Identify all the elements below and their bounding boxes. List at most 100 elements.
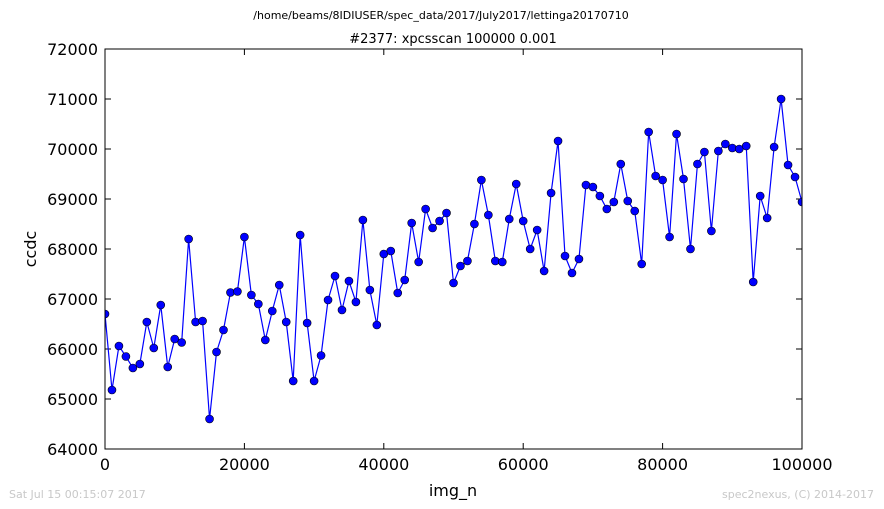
data-point [546, 188, 556, 198]
y-tick-label: 67000 [47, 290, 98, 309]
data-point [302, 318, 312, 328]
data-point [163, 362, 173, 372]
data-point [762, 213, 772, 223]
data-point [274, 280, 284, 290]
data-point [741, 141, 751, 151]
data-point [107, 385, 117, 395]
x-tick-label: 80000 [637, 455, 688, 474]
data-point [714, 146, 723, 156]
plot-series [105, 94, 802, 424]
data-point [407, 218, 416, 228]
data-point [295, 230, 305, 240]
data-point [358, 215, 368, 225]
data-point [700, 147, 709, 157]
y-tick-label: 65000 [47, 390, 98, 409]
data-point [560, 251, 570, 261]
data-point [644, 127, 653, 137]
data-point [456, 261, 465, 271]
data-point [679, 174, 688, 184]
data-point [372, 320, 382, 330]
x-tick-label: 100000 [771, 455, 832, 474]
data-point [414, 257, 423, 267]
data-point [539, 266, 549, 276]
y-tick-label: 72000 [47, 40, 98, 59]
data-point [316, 351, 326, 360]
data-point [156, 300, 166, 310]
data-point [616, 159, 626, 169]
y-tick-label: 64000 [47, 440, 98, 459]
axis-ticks [104, 48, 803, 450]
data-point [553, 136, 563, 146]
data-point [344, 276, 354, 286]
data-point [288, 376, 298, 386]
data-point [400, 275, 410, 285]
y-tick-label: 70000 [47, 140, 98, 159]
data-point [721, 139, 730, 149]
data-point [484, 210, 493, 220]
data-point [184, 234, 193, 244]
x-tick-label: 60000 [498, 455, 549, 474]
data-point [504, 214, 514, 224]
data-point [337, 305, 347, 315]
data-point [393, 288, 403, 298]
data-point [623, 196, 633, 206]
y-tick-label: 66000 [47, 340, 98, 359]
data-point [797, 197, 802, 207]
data-point [518, 216, 528, 226]
data-point [386, 246, 396, 256]
data-point [769, 142, 779, 152]
data-point [658, 175, 667, 185]
data-point [170, 334, 179, 344]
data-point [783, 160, 793, 170]
data-point [651, 171, 660, 181]
data-point [267, 306, 277, 316]
y-tick-label: 68000 [47, 240, 98, 259]
data-point [142, 317, 152, 327]
chart-title: #2377: xpcsscan 100000 0.001 [349, 32, 557, 47]
x-tick-label: 40000 [358, 455, 409, 474]
data-point [351, 297, 361, 307]
data-point [205, 414, 214, 424]
data-point [114, 341, 124, 351]
data-point [247, 290, 256, 300]
y-tick-label: 71000 [47, 90, 98, 109]
data-point [323, 295, 333, 305]
data-point [135, 359, 145, 369]
data-point [219, 325, 228, 335]
data-point [470, 219, 479, 229]
data-point [240, 232, 249, 242]
data-point [281, 317, 291, 327]
data-point [428, 223, 437, 233]
data-point [672, 129, 681, 139]
data-point [233, 287, 242, 296]
data-point [365, 285, 375, 295]
data-point [435, 216, 444, 226]
data-point [261, 335, 270, 345]
data-point [532, 225, 542, 235]
figure-suptitle: /home/beams/8IDIUSER/spec_data/2017/July… [253, 9, 628, 22]
data-point [602, 204, 612, 214]
data-point [525, 244, 535, 254]
data-point [707, 226, 716, 236]
data-point [254, 299, 263, 309]
footer-credit: spec2nexus, (C) 2014-2017 [722, 488, 874, 501]
data-point [497, 257, 507, 267]
data-point [748, 277, 758, 287]
data-point [567, 268, 577, 278]
data-point [177, 338, 186, 347]
data-point [511, 179, 521, 189]
data-point [149, 343, 159, 353]
x-tick-label: 0 [100, 455, 110, 474]
data-point [790, 172, 800, 182]
data-point [776, 94, 786, 104]
data-point [477, 175, 486, 185]
series-line [105, 98, 802, 420]
data-point [665, 232, 674, 242]
data-point [128, 363, 138, 373]
data-point [121, 352, 131, 361]
plot-frame [104, 48, 803, 450]
x-axis-label: img_n [429, 481, 477, 501]
data-point [463, 256, 472, 266]
data-point [421, 204, 430, 214]
